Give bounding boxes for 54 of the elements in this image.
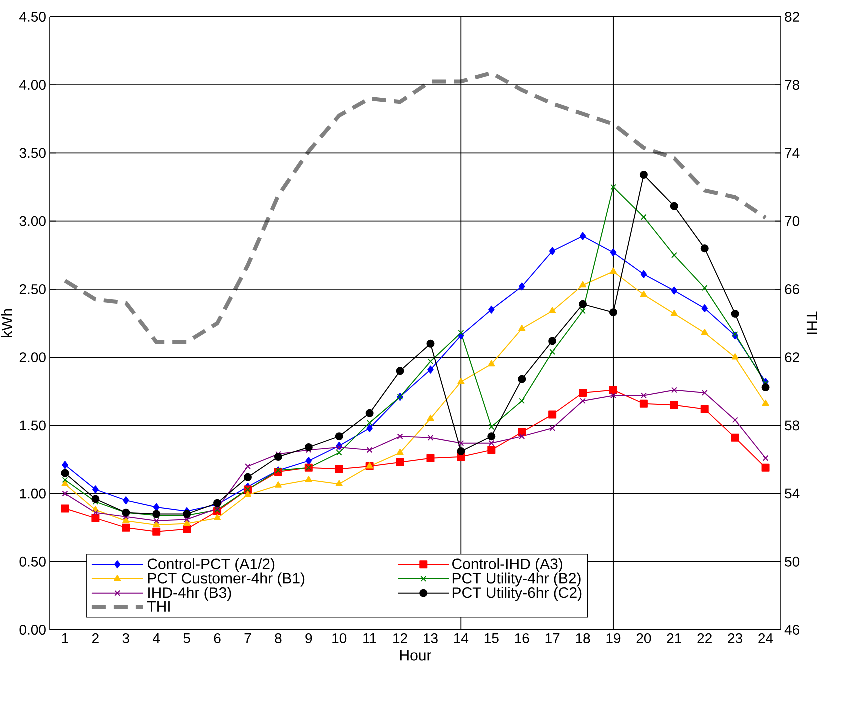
x-tick-label: 8: [275, 634, 282, 644]
x-tick-label: 10: [332, 634, 347, 644]
y2-tick-label: 46: [784, 625, 800, 635]
x-tick-label: 13: [424, 634, 438, 644]
x-tick-label: 12: [394, 634, 408, 644]
y-axis-title: kWh: [1, 309, 12, 338]
y2-tick-label: 82: [785, 12, 800, 22]
y-tick-label: 3.50: [20, 148, 46, 158]
legend-label: Control-PCT (A1/2): [148, 558, 275, 572]
legend-label: PCT Utility-4hr (B2): [452, 572, 581, 587]
legend-label: PCT Customer-4hr (B1): [148, 572, 305, 587]
y-tick-label: 4.00: [20, 80, 46, 90]
x-tick-label: 2: [92, 634, 99, 644]
y-tick-label: 1.00: [20, 488, 46, 499]
x-tick-label: 18: [576, 634, 590, 644]
x-tick-label: 7: [244, 634, 252, 644]
x-tick-label: 20: [636, 634, 652, 644]
x-tick-label: 22: [698, 634, 712, 644]
x-tick-label: 24: [758, 634, 774, 644]
y2-tick-label: 50: [785, 556, 800, 567]
y-tick-label: 4.50: [20, 12, 46, 22]
legend-label: IHD-4hr (B3): [148, 587, 232, 602]
x-tick-label: 3: [122, 634, 130, 644]
y2-tick-label: 70: [785, 216, 800, 226]
y2-tick-label: 62: [785, 352, 800, 363]
y-tick-label: 0.50: [20, 556, 46, 567]
x-tick-label: 11: [364, 634, 376, 644]
y2-tick-label: 54: [785, 488, 800, 499]
x-tick-label: 4: [153, 634, 160, 644]
y-tick-label: 0.00: [20, 625, 46, 635]
y-tick-label: 3.00: [20, 216, 46, 226]
y2-tick-label: 58: [785, 420, 800, 431]
x-tick-label: 17: [546, 634, 560, 644]
x-tick-label: 14: [454, 634, 469, 644]
x-tick-label: 15: [484, 634, 499, 644]
x-tick-label: 5: [184, 634, 190, 644]
y2-tick-label: 66: [785, 284, 800, 294]
x-tick-label: 16: [515, 634, 530, 644]
y-tick-label: 2.00: [20, 352, 46, 363]
x-tick-label: 1: [62, 634, 68, 644]
legend-label: THI: [148, 602, 170, 612]
x-tick-label: 23: [728, 634, 742, 644]
x-axis-title: Hour: [400, 650, 432, 661]
legend-label: Control-IHD (A3): [452, 558, 562, 572]
x-tick-label: 21: [667, 634, 682, 644]
y-tick-label: 1.50: [20, 420, 46, 431]
x-tick-label: 9: [306, 634, 312, 644]
y2-axis-title: THI: [806, 312, 818, 334]
y2-tick-label: 78: [785, 80, 800, 90]
y2-tick-label: 74: [785, 148, 800, 158]
legend-label: PCT Utility-6hr (C2): [452, 587, 582, 602]
x-tick-label: 6: [214, 634, 221, 644]
y-tick-label: 2.50: [20, 284, 46, 294]
x-tick-label: 19: [606, 634, 621, 644]
